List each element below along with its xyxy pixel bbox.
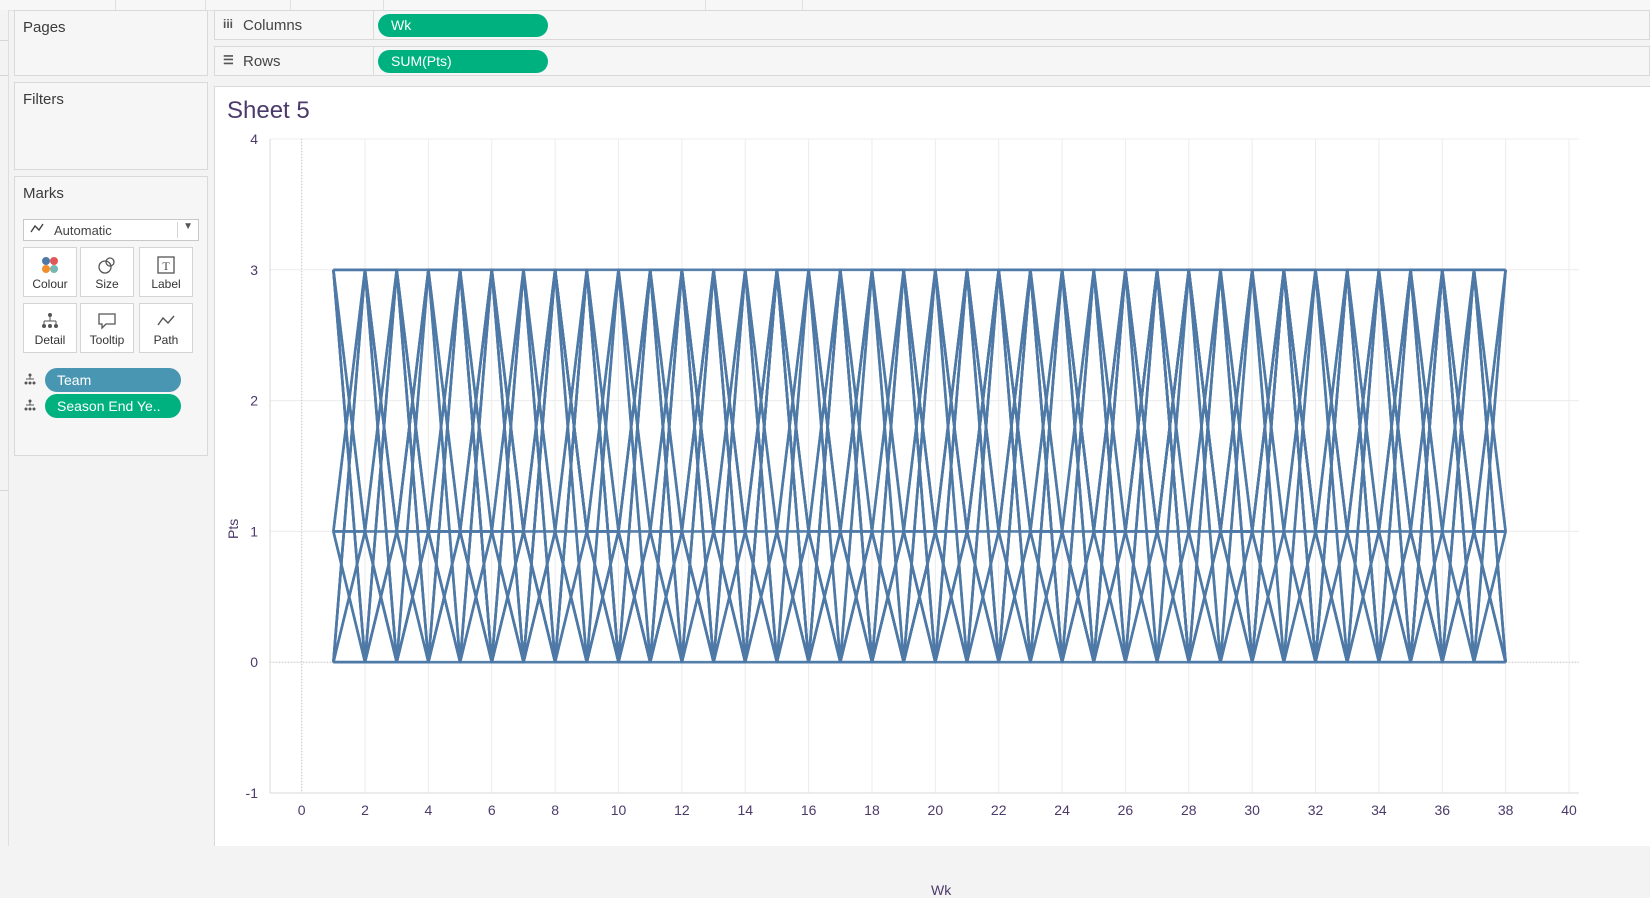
mark-type-dropdown[interactable]: Automatic ▼ [23, 219, 199, 241]
tooltip-label: Tooltip [89, 333, 125, 347]
team-pill[interactable]: Team [45, 368, 181, 392]
x-tick-label: 24 [1054, 802, 1070, 818]
marks-pill-season[interactable]: Season End Ye.. [21, 394, 201, 418]
x-tick-label: 8 [551, 802, 559, 818]
path-button[interactable]: Path [139, 303, 193, 353]
marks-pill-team[interactable]: Team [21, 368, 201, 392]
series-line [333, 268, 1506, 664]
label-button[interactable]: T Label [139, 247, 193, 297]
data-pane-edge[interactable] [0, 10, 9, 846]
x-tick-label: 10 [611, 802, 627, 818]
sheet-view: Sheet 5 0 2 4 6 8 10 12 14 16 18 20 22 24 26 28 30 32 34 3… [214, 86, 1650, 898]
shelf-separator [373, 11, 374, 39]
x-tick-label: 16 [801, 802, 817, 818]
y-tick-label: 2 [250, 393, 258, 409]
wk-pill[interactable]: Wk [378, 14, 548, 37]
x-tick-label: 18 [864, 802, 880, 818]
chevron-down-icon[interactable]: ▼ [183, 221, 193, 232]
tooltip-icon [81, 311, 133, 331]
sum-pts-pill[interactable]: SUM(Pts) [378, 50, 548, 73]
pages-title: Pages [23, 19, 66, 36]
season-end-year-pill[interactable]: Season End Ye.. [45, 394, 181, 418]
sheet-title[interactable]: Sheet 5 [227, 97, 310, 124]
x-tick-label: 22 [991, 802, 1007, 818]
detail-label: Detail [34, 333, 66, 347]
filters-title: Filters [23, 91, 64, 108]
svg-text:T: T [162, 259, 170, 273]
x-tick-label: 2 [361, 802, 369, 818]
tooltip-button[interactable]: Tooltip [80, 303, 134, 353]
series-line [333, 268, 1506, 664]
x-axis-title: Wk [931, 882, 952, 898]
rows-label: Rows [243, 53, 281, 70]
shelf-separator [373, 47, 374, 75]
x-tick-label: 14 [737, 802, 753, 818]
line-chart[interactable]: 0 2 4 6 8 10 12 14 16 18 20 22 24 26 28 30 32 34 36 38 40-10… [215, 87, 1650, 847]
colour-button[interactable]: Colour [23, 247, 77, 297]
marks-title: Marks [23, 185, 64, 202]
columns-icon: iii [223, 17, 234, 31]
y-tick-label: 4 [250, 131, 258, 147]
x-tick-label: 12 [674, 802, 690, 818]
label-icon: T [140, 255, 192, 275]
pages-card[interactable]: Pages [14, 10, 208, 76]
x-tick-label: 6 [488, 802, 496, 818]
columns-label: Columns [243, 17, 303, 34]
rows-shelf[interactable]: ☰ Rows SUM(Pts) [214, 46, 1650, 76]
dropdown-separator [177, 222, 178, 238]
size-button[interactable]: Size [80, 247, 134, 297]
x-tick-label: 4 [425, 802, 433, 818]
x-tick-label: 38 [1498, 802, 1514, 818]
y-tick-label: 1 [250, 523, 258, 539]
detail-icon [24, 373, 36, 385]
y-tick-label: -1 [246, 785, 259, 801]
rows-icon: ☰ [223, 53, 234, 67]
y-tick-label: 3 [250, 262, 258, 278]
x-tick-label: 30 [1244, 802, 1260, 818]
filters-card[interactable]: Filters [14, 82, 208, 170]
path-icon [140, 311, 192, 331]
x-tick-label: 36 [1434, 802, 1450, 818]
x-tick-label: 28 [1181, 802, 1197, 818]
size-icon [81, 255, 133, 275]
detail-icon [24, 311, 76, 331]
colour-icon [24, 255, 76, 275]
detail-icon [24, 399, 36, 411]
size-label: Size [95, 277, 119, 291]
marks-card: Marks Automatic ▼ Colour Size T Label De… [14, 176, 208, 456]
x-tick-label: 0 [298, 802, 306, 818]
y-axis-title: Pts [225, 518, 241, 539]
x-tick-label: 40 [1561, 802, 1577, 818]
detail-button[interactable]: Detail [23, 303, 77, 353]
label-label: Label [151, 277, 181, 291]
x-tick-label: 20 [928, 802, 944, 818]
x-tick-label: 34 [1371, 802, 1387, 818]
mark-type-label: Automatic [54, 223, 112, 238]
colour-label: Colour [32, 277, 68, 291]
path-label: Path [153, 333, 179, 347]
x-tick-label: 26 [1118, 802, 1134, 818]
line-mark-icon [30, 222, 44, 237]
x-tick-label: 32 [1308, 802, 1324, 818]
columns-shelf[interactable]: iii Columns Wk [214, 10, 1650, 40]
y-tick-label: 0 [250, 654, 258, 670]
